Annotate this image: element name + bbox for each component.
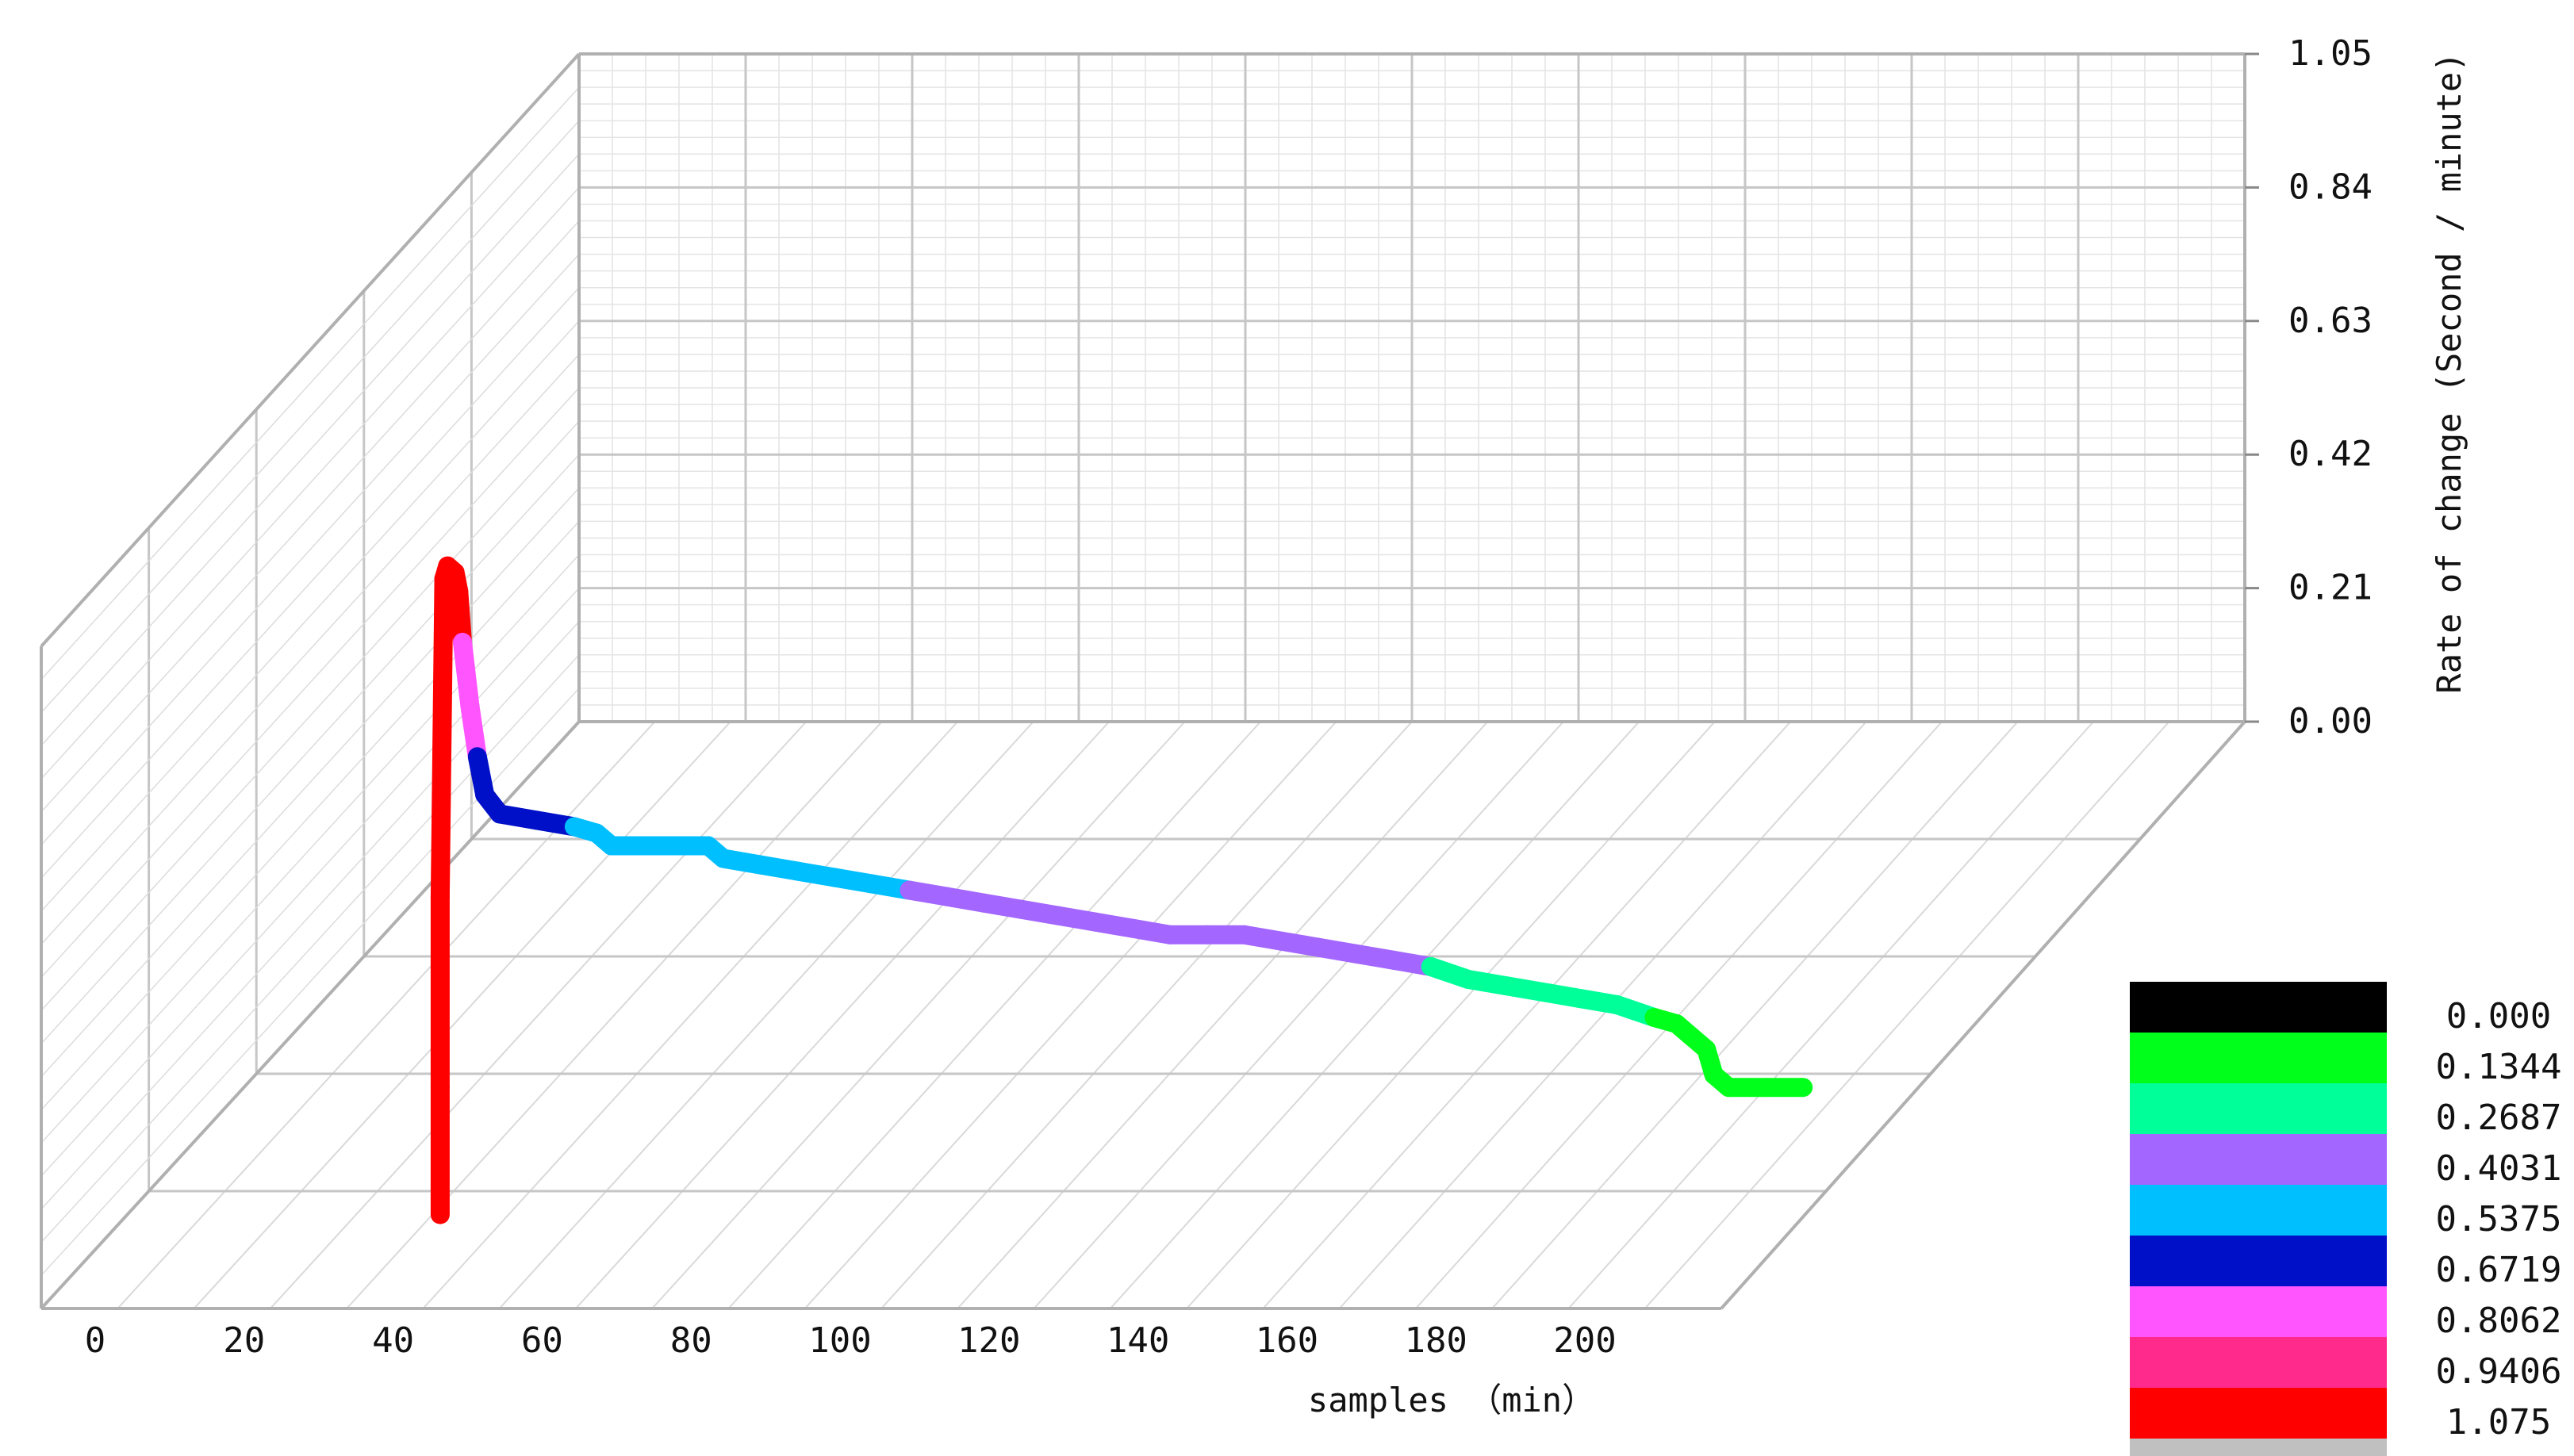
series-line-segment [453,632,480,716]
x-tick-label: 80 [670,1320,712,1361]
legend-swatch [2130,982,2387,1033]
left-wall-gridline [40,153,580,746]
y-tick-label: 1.05 [2288,33,2373,74]
left-wall-gridline [40,420,580,1011]
y-tick-label: 0.00 [2288,701,2373,741]
floor-gridline [498,721,1034,1309]
legend-label: 0.6719 [2436,1250,2562,1290]
left-wall-gridline [40,320,580,912]
floor-gridline [651,721,1186,1309]
legend-swatch [2130,1083,2387,1134]
frame-edge [40,720,581,1310]
legend-label: 0.000 [2446,996,2551,1036]
floor-gridline [270,721,807,1309]
legend-swatch [2130,1236,2387,1286]
left-wall-gridline [40,86,580,680]
frame-edge [40,52,581,648]
series-line-segment [430,569,454,906]
legend-label: 0.4031 [2436,1148,2562,1189]
frame-edge [1720,720,2246,1310]
x-tick-label: 20 [223,1320,265,1361]
left-wall-gridline [40,220,580,813]
floor-gridline [575,721,1110,1309]
color-scale-legend: 0.000 0.1344 0.2687 0.4031 0.5375 0.6719 0.806… [2130,982,2561,1456]
legend-swatch [2130,1033,2387,1083]
x-axis-title: samples （min） [1308,1381,1595,1420]
legend-label: 0.5375 [2436,1199,2562,1240]
floor-gridline [804,721,1337,1309]
legend-label: 0.8062 [2436,1301,2562,1341]
x-tick-label: 140 [1107,1320,1169,1361]
x-tick-label: 200 [1553,1320,1616,1361]
left-wall-gridline [40,354,580,945]
left-wall-gridline [40,387,580,979]
y-tick-label: 0.84 [2288,167,2373,207]
floor-gridline [1338,721,1867,1309]
left-wall [41,54,579,1308]
x-tick-label: 100 [808,1320,871,1361]
floor-gridline [1491,721,2019,1309]
left-wall-gridline [40,487,580,1078]
legend-label: 0.2687 [2436,1098,2562,1138]
x-tick-label: 180 [1404,1320,1467,1361]
legend-swatch [2130,1388,2387,1439]
floor-gridline [1644,721,2170,1309]
x-tick-label: 160 [1256,1320,1318,1361]
x-tick-label: 0 [85,1320,106,1361]
y-tick-label: 0.63 [2288,301,2373,341]
floor-gridline [1186,721,1716,1309]
y-axis-title: Rate of change (Second / minute) [2430,52,2469,693]
legend-swatch [2130,1439,2387,1456]
legend-label: 1.075 [2446,1402,2551,1443]
legend-swatch [2130,1286,2387,1337]
floor-gridline [727,721,1261,1309]
left-wall-gridline [40,287,580,879]
floor [41,722,2245,1308]
floor-gridline [1567,721,2094,1309]
floor-gridline [1262,721,1792,1309]
y-tick-label: 0.21 [2288,568,2373,608]
left-wall-gridline [40,654,580,1243]
x-tick-label: 60 [521,1320,563,1361]
x-tick-label: 120 [957,1320,1020,1361]
legend-swatch [2130,1337,2387,1388]
legend-swatch [2130,1185,2387,1236]
x-tick-label: 40 [372,1320,414,1361]
left-wall-gridline [40,621,580,1210]
left-wall-gridline [40,520,580,1111]
left-wall-gridline [40,454,580,1044]
floor-gridline [193,721,731,1309]
floor-gridline [1110,721,1640,1309]
legend-swatch [2130,1134,2387,1185]
floor-gridline [880,721,1413,1309]
legend-label: 0.9406 [2436,1351,2562,1392]
legend-label: 0.1344 [2436,1047,2562,1087]
floor-gridline [1033,721,1564,1309]
left-wall-gridline [40,554,580,1144]
left-wall-gridline [40,120,580,714]
left-wall-gridline [40,254,580,846]
left-wall-gridline [40,186,580,780]
floor-gridline [957,721,1489,1309]
floor-gridline [422,721,959,1309]
y-tick-label: 0.42 [2288,434,2373,474]
left-wall-gridline [40,588,580,1177]
